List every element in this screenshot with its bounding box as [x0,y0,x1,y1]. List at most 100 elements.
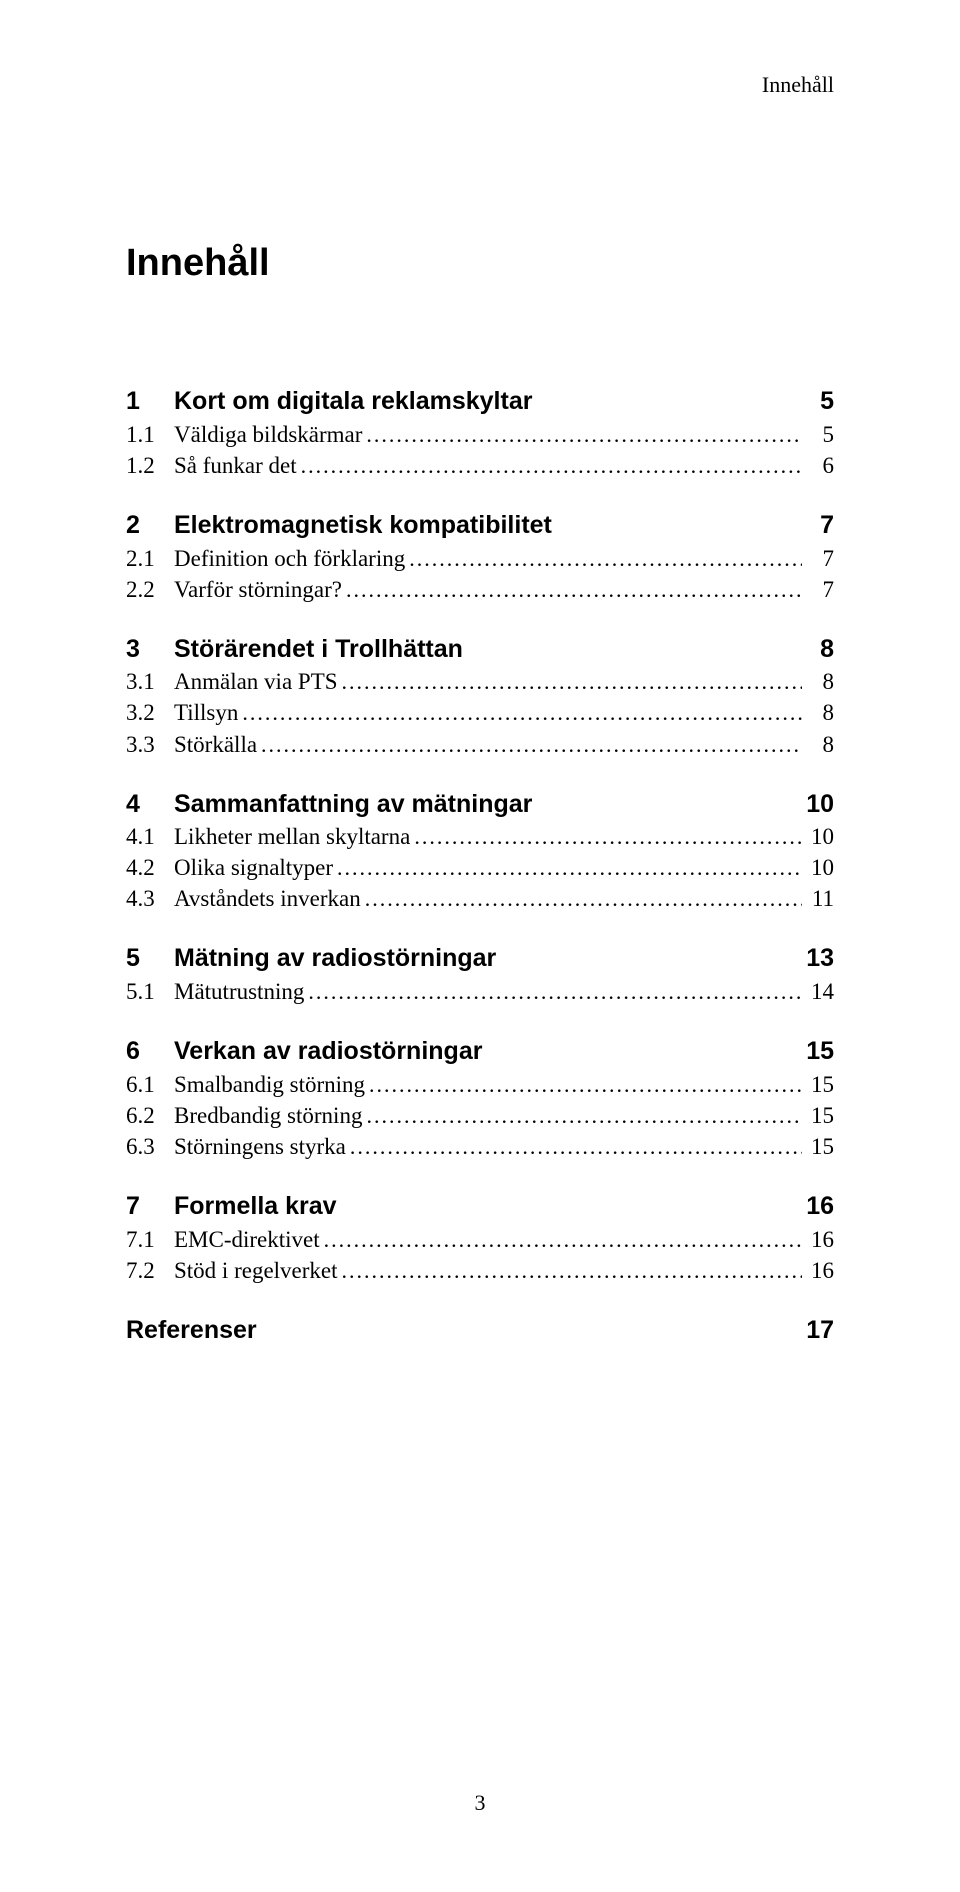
toc-number: 6 [126,1035,174,1069]
toc-page: 14 [802,976,834,1007]
toc-label: Störkälla [174,729,257,760]
toc-number: 6.1 [126,1069,174,1100]
toc-leader: ........................................… [297,451,802,481]
toc-leader: ........................................… [338,667,802,697]
toc-item-row: 2.1Definition och förklaring............… [126,543,834,574]
toc-number: 1 [126,385,174,419]
toc-label: Stöd i regelverket [174,1255,338,1286]
toc-page: 15 [802,1100,834,1131]
toc-label-wrap: Definition och förklaring...............… [174,543,802,574]
toc-number: 6.2 [126,1100,174,1131]
toc-page: 8 [802,666,834,697]
toc-page: 8 [802,697,834,728]
toc-page: 13 [802,942,834,976]
toc-label-wrap: Tillsyn.................................… [174,697,802,728]
toc-item-row: 1.2Så funkar det........................… [126,450,834,481]
toc-label-wrap: Referenser [126,1314,802,1348]
toc-page: 7 [802,543,834,574]
toc-page: 7 [802,509,834,543]
toc-number: 3.3 [126,729,174,760]
toc-section: 3Störärendet i Trollhättan83.1Anmälan vi… [126,633,834,760]
toc-item-row: 7.1EMC-direktivet.......................… [126,1224,834,1255]
toc-item-row: 1.1Väldiga bildskärmar..................… [126,419,834,450]
toc-number: 1.1 [126,419,174,450]
toc-label-wrap: Så funkar det...........................… [174,450,802,481]
toc-label-wrap: Olika signaltyper.......................… [174,852,802,883]
toc-label: Anmälan via PTS [174,666,338,697]
toc-leader: ........................................… [304,977,802,1007]
toc-leader: ........................................… [257,730,802,760]
toc-label-wrap: Mätutrustning...........................… [174,976,802,1007]
toc-section: 2Elektromagnetisk kompatibilitet72.1Defi… [126,509,834,605]
toc-leader: ........................................… [320,1225,802,1255]
toc-page: 16 [802,1190,834,1224]
toc-content: Innehåll 1Kort om digitala reklamskyltar… [126,242,834,1376]
toc-leader: ........................................… [410,822,802,852]
toc-label: Kort om digitala reklamskyltar [174,385,532,419]
toc-number: 2.2 [126,574,174,605]
toc-item-row: 4.2Olika signaltyper....................… [126,852,834,883]
toc-item-row: 2.2Varför störningar?...................… [126,574,834,605]
toc-number: 3.1 [126,666,174,697]
toc-item-row: 3.2Tillsyn..............................… [126,697,834,728]
toc-number: 5.1 [126,976,174,1007]
running-head: Innehåll [762,72,834,98]
toc-label: Verkan av radiostörningar [174,1035,482,1069]
toc-section: 7Formella krav 167.1EMC-direktivet.......… [126,1190,834,1286]
toc-section-row: 4Sammanfattning av mätningar10 [126,788,834,822]
toc-number: 2 [126,509,174,543]
toc-label-wrap: Störkälla...............................… [174,729,802,760]
toc-section: 1Kort om digitala reklamskyltar51.1Väldi… [126,385,834,481]
toc-page: 16 [802,1224,834,1255]
toc-label: Mätutrustning [174,976,304,1007]
toc-label-wrap: Sammanfattning av mätningar [174,788,802,822]
toc-label: Smalbandig störning [174,1069,365,1100]
toc-leader: ........................................… [405,544,802,574]
toc-section-row: 3Störärendet i Trollhättan8 [126,633,834,667]
toc-number: 4.1 [126,821,174,852]
toc-leader: ........................................… [361,884,802,914]
toc-page: 7 [802,574,834,605]
toc-label: Elektromagnetisk kompatibilitet [174,509,552,543]
toc-item-row: 6.2Bredbandig störning..................… [126,1100,834,1131]
toc-number: 3 [126,633,174,667]
toc-item-row: 3.3Störkälla............................… [126,729,834,760]
toc-label-wrap: Varför störningar?......................… [174,574,802,605]
toc-label-wrap: Smalbandig störning.....................… [174,1069,802,1100]
toc-item-row: 3.1Anmälan via PTS......................… [126,666,834,697]
toc-item-row: 7.2Stöd i regelverket...................… [126,1255,834,1286]
page-number: 3 [0,1790,960,1816]
toc-page: 16 [802,1255,834,1286]
toc-number: 4 [126,788,174,822]
toc-page: 15 [802,1131,834,1162]
toc-label-wrap: EMC-direktivet..........................… [174,1224,802,1255]
toc-number: 2.1 [126,543,174,574]
toc-label-wrap: Stöd i regelverket......................… [174,1255,802,1286]
toc-label-wrap: Bredbandig störning.....................… [174,1100,802,1131]
toc-page: 15 [802,1035,834,1069]
toc-label-wrap: Störärendet i Trollhättan [174,633,802,667]
toc-section-row: 6Verkan av radiostörningar 15 [126,1035,834,1069]
toc-label: Tillsyn [174,697,238,728]
toc-leader: ........................................… [333,853,802,883]
toc-label-wrap: Avståndets inverkan.....................… [174,883,802,914]
toc-leader: ........................................… [338,1256,802,1286]
toc-page: 15 [802,1069,834,1100]
toc-label: Mätning av radiostörningar [174,942,496,976]
toc-label-wrap: Elektromagnetisk kompatibilitet [174,509,802,543]
toc-page: 10 [802,852,834,883]
toc-label: Likheter mellan skyltarna [174,821,410,852]
toc-section-row: 5Mätning av radiostörningar13 [126,942,834,976]
toc-section: 5Mätning av radiostörningar135.1Mätutrus… [126,942,834,1007]
toc-label: Referenser [126,1314,257,1348]
toc-label: Formella krav [174,1190,337,1224]
toc-page: 10 [802,821,834,852]
toc-page: 5 [802,419,834,450]
toc-item-row: 5.1Mätutrustning........................… [126,976,834,1007]
toc-leader: ........................................… [346,1132,802,1162]
toc-leader: ........................................… [365,1070,802,1100]
toc-section-row: 1Kort om digitala reklamskyltar5 [126,385,834,419]
toc-number: 7 [126,1190,174,1224]
toc-label: EMC-direktivet [174,1224,320,1255]
toc-item-row: 6.3Störningens styrka...................… [126,1131,834,1162]
